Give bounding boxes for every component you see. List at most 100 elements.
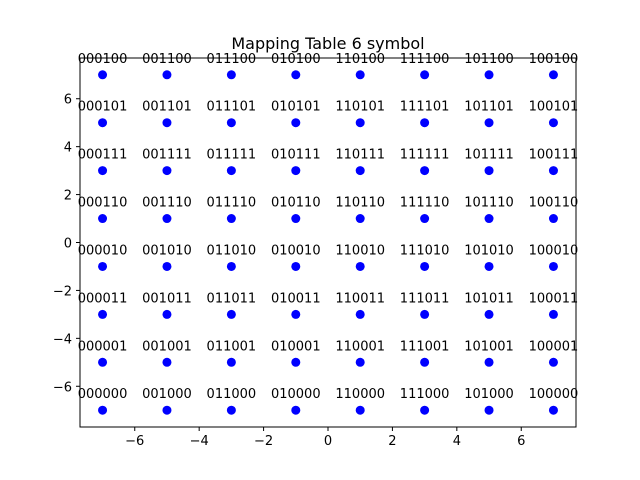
point-label: 101101: [464, 100, 514, 115]
data-point: [548, 309, 558, 319]
point-label: 000100: [78, 52, 128, 67]
point-label: 000101: [78, 100, 128, 115]
data-point: [98, 357, 108, 367]
point-label: 101011: [464, 291, 514, 306]
data-point: [98, 261, 108, 271]
point-label: 111000: [400, 387, 450, 402]
data-point: [548, 118, 558, 128]
y-tick-label: 4: [64, 141, 72, 156]
axes-layer: −6 −4 −2 0 2 4 6 −6 −4 −2 0 2 4 6: [53, 57, 577, 449]
y-tick-label: −6: [53, 380, 72, 395]
point-label: 100010: [529, 243, 579, 258]
data-point: [162, 309, 172, 319]
data-point: [484, 118, 494, 128]
point-label: 101111: [464, 148, 514, 163]
data-point: [548, 166, 558, 176]
point-label: 000110: [78, 196, 128, 211]
data-point: [355, 166, 365, 176]
data-point: [291, 405, 301, 415]
data-point: [98, 166, 108, 176]
data-point: [162, 118, 172, 128]
data-point: [162, 405, 172, 415]
data-point: [162, 166, 172, 176]
point-label: 110110: [335, 196, 385, 211]
data-point: [548, 70, 558, 80]
data-point: [355, 309, 365, 319]
point-label: 111001: [400, 339, 450, 354]
point-label: 100110: [529, 196, 579, 211]
point-label: 001001: [142, 339, 192, 354]
x-tick-label: −4: [190, 434, 209, 449]
data-point: [420, 70, 430, 80]
point-label: 001111: [142, 148, 192, 163]
data-point: [420, 214, 430, 224]
point-label: 001011: [142, 291, 192, 306]
point-label: 100111: [529, 148, 579, 163]
data-point: [226, 309, 236, 319]
data-point: [355, 405, 365, 415]
point-label: 000010: [78, 243, 128, 258]
data-point: [226, 357, 236, 367]
data-point: [484, 70, 494, 80]
data-point: [420, 118, 430, 128]
point-label: 011001: [207, 339, 257, 354]
point-label: 110000: [335, 387, 385, 402]
data-point: [420, 261, 430, 271]
point-label: 111110: [400, 196, 450, 211]
point-label: 100000: [529, 387, 579, 402]
data-point: [484, 261, 494, 271]
point-label: 101000: [464, 387, 514, 402]
data-point: [420, 405, 430, 415]
data-point: [226, 214, 236, 224]
data-point: [226, 70, 236, 80]
data-point: [291, 357, 301, 367]
data-point: [162, 357, 172, 367]
point-label: 010010: [271, 243, 321, 258]
data-point: [484, 357, 494, 367]
point-label: 011011: [207, 291, 257, 306]
data-point: [226, 405, 236, 415]
data-point: [291, 214, 301, 224]
point-label: 001010: [142, 243, 192, 258]
point-label: 110001: [335, 339, 385, 354]
data-point: [162, 214, 172, 224]
data-point: [226, 166, 236, 176]
point-label: 011010: [207, 243, 257, 258]
y-tick-label: 2: [64, 189, 72, 204]
point-label: 010000: [271, 387, 321, 402]
point-label: 010001: [271, 339, 321, 354]
point-label: 110101: [335, 100, 385, 115]
point-label: 011110: [207, 196, 257, 211]
data-point: [162, 70, 172, 80]
point-label: 100101: [529, 100, 579, 115]
point-label: 010111: [271, 148, 321, 163]
data-point: [226, 118, 236, 128]
data-point: [420, 309, 430, 319]
point-label: 001101: [142, 100, 192, 115]
point-label: 011111: [207, 148, 257, 163]
point-label: 110011: [335, 291, 385, 306]
point-label: 100011: [529, 291, 579, 306]
point-label: 111010: [400, 243, 450, 258]
data-point: [291, 166, 301, 176]
y-tick-label: 6: [64, 93, 72, 108]
y-tick-label: 0: [64, 237, 72, 252]
point-label: 100001: [529, 339, 579, 354]
data-point: [355, 214, 365, 224]
point-label: 111100: [400, 52, 450, 67]
point-label: 011000: [207, 387, 257, 402]
labels-layer: 000100 001100 011100 010100 110100 111100 1011…: [78, 52, 579, 402]
point-label: 100100: [529, 52, 579, 67]
point-label: 110010: [335, 243, 385, 258]
data-point: [291, 70, 301, 80]
point-label: 000011: [78, 291, 128, 306]
data-point: [355, 357, 365, 367]
data-point: [98, 118, 108, 128]
data-point: [98, 309, 108, 319]
point-label: 000001: [78, 339, 128, 354]
data-point: [548, 405, 558, 415]
point-label: 010011: [271, 291, 321, 306]
point-label: 111101: [400, 100, 450, 115]
point-label: 010110: [271, 196, 321, 211]
